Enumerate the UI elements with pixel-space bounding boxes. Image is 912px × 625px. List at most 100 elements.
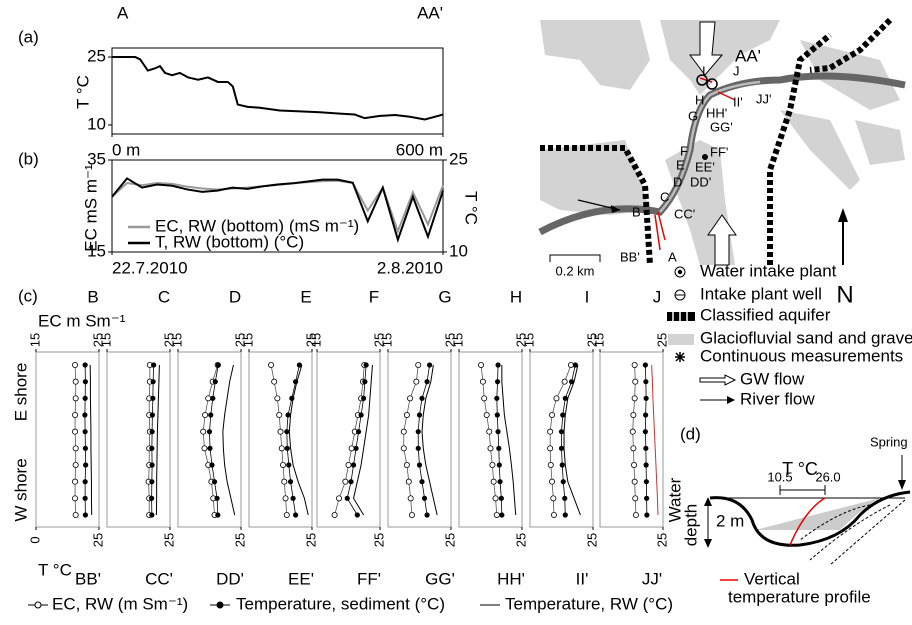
- profile-label: G: [438, 287, 451, 306]
- ec-point: [345, 461, 352, 468]
- axis-label: W shore: [11, 458, 30, 521]
- sediment-point: [494, 412, 500, 418]
- ec-line: [403, 364, 419, 516]
- sediment-point: [642, 362, 648, 368]
- profile-frame: [458, 351, 523, 528]
- ec-point: [492, 495, 499, 502]
- sediment-point: [290, 495, 296, 501]
- sediment-point: [643, 479, 649, 485]
- sediment-point: [150, 379, 156, 385]
- sediment-point: [560, 479, 566, 485]
- ec-point: [407, 395, 414, 402]
- t-tick-label: 25: [232, 533, 247, 547]
- sediment-point: [151, 362, 157, 368]
- ec-point: [72, 428, 79, 435]
- sediment-point: [149, 462, 155, 468]
- rw-line: [651, 364, 659, 516]
- ec-point: [201, 445, 208, 452]
- sediment-point: [149, 512, 155, 518]
- map-label: C: [660, 189, 669, 204]
- legend-label: Temperature, RW (°C): [505, 594, 673, 613]
- map-label: II': [733, 94, 743, 109]
- sediment-point: [416, 462, 423, 468]
- sediment-point: [284, 429, 290, 435]
- sediment-point: [344, 495, 350, 501]
- sediment-point: [350, 462, 357, 468]
- sediment-point: [82, 495, 88, 501]
- legend-label: Continuous measurements: [700, 346, 903, 365]
- ec-point: [278, 445, 285, 452]
- ec-point: [549, 478, 556, 485]
- t-tick-label: 25: [584, 533, 599, 547]
- sediment-point: [150, 395, 156, 401]
- profile-label: FF': [357, 569, 381, 588]
- axis-label: E shore: [11, 363, 30, 422]
- sediment-point: [424, 512, 430, 518]
- sediment-point: [362, 379, 368, 385]
- ec-point: [631, 395, 638, 402]
- sediment-point: [215, 362, 221, 368]
- sediment-line: [561, 364, 576, 516]
- profile-label: GG': [425, 569, 455, 588]
- profile-label: C: [158, 287, 170, 306]
- t-tick-label: 25: [303, 533, 318, 547]
- ec-point: [72, 378, 79, 385]
- sediment-point: [361, 395, 367, 401]
- sediment-point: [558, 429, 565, 435]
- sediment-point: [562, 512, 568, 518]
- sediment-point: [286, 462, 292, 468]
- ec-point: [629, 428, 636, 435]
- axis-label: T °C: [782, 459, 818, 479]
- ec-point: [631, 478, 638, 485]
- profile-label: B: [87, 287, 98, 306]
- sediment-line: [84, 364, 87, 516]
- ec-point: [630, 445, 637, 452]
- ec-point: [72, 361, 79, 368]
- t-tick-label: 25: [442, 533, 457, 547]
- ec-point: [271, 378, 278, 385]
- ec-point: [72, 461, 79, 468]
- t-tick-label: 25: [161, 533, 176, 547]
- depth-label: depth: [681, 504, 700, 547]
- ec-point: [268, 361, 275, 368]
- sediment-point: [643, 395, 649, 401]
- ec-point: [486, 428, 493, 435]
- sediment-point: [643, 445, 649, 451]
- ec-line: [74, 364, 77, 516]
- ec-point: [72, 395, 79, 402]
- sediment-line: [496, 364, 503, 516]
- ec-point: [550, 495, 557, 502]
- ec-line: [270, 364, 288, 516]
- sediment-point: [568, 379, 575, 385]
- ec-point: [282, 495, 289, 502]
- map-label: AA': [735, 46, 761, 65]
- t-tick-label: 25: [90, 533, 105, 547]
- sediment-point: [289, 395, 295, 401]
- ec-point: [479, 378, 486, 385]
- profile-label: E: [300, 287, 311, 306]
- ec-tick-label: 15: [98, 333, 113, 347]
- ec-point: [489, 461, 496, 468]
- profile-label: F: [369, 287, 379, 306]
- ec-tick-label: 15: [169, 333, 184, 347]
- y-tick-label: 10: [87, 114, 106, 133]
- sediment-point: [82, 512, 88, 518]
- legend-label: EC, RW (bottom) (mS m⁻¹): [155, 216, 359, 235]
- ec-point: [200, 428, 207, 435]
- sediment-point: [494, 395, 500, 401]
- sediment-point: [212, 379, 218, 385]
- sediment-line: [417, 364, 430, 516]
- ec-tick-label: 25: [513, 333, 528, 347]
- ec-point: [400, 428, 407, 435]
- depth-label: Water: [665, 477, 684, 522]
- sediment-point: [149, 479, 155, 485]
- panel-label: (b): [18, 149, 39, 168]
- ec-tick-label: 25: [442, 333, 457, 347]
- ec-tick-label: 15: [450, 333, 465, 347]
- rw-line: [89, 364, 93, 516]
- profile-frame: [177, 351, 242, 528]
- panel-label: (d): [680, 424, 701, 443]
- sediment-point: [498, 495, 504, 501]
- legend-label: GW flow: [740, 369, 805, 388]
- ec-line: [549, 364, 572, 516]
